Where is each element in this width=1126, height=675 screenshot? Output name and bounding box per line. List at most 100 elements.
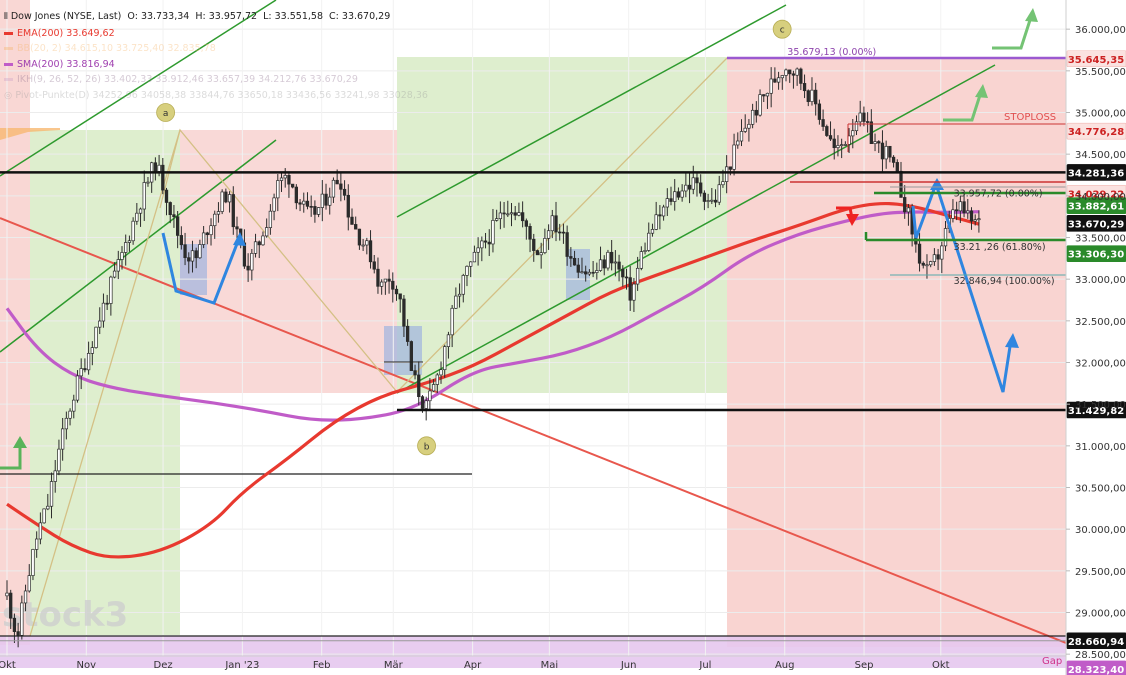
candle-body bbox=[146, 181, 150, 184]
legend-bb[interactable]: BB(20, 2) 34.615,10 33.725,40 32.835,78 bbox=[4, 41, 428, 57]
candle-body bbox=[606, 251, 610, 269]
x-tick-label: Mär bbox=[384, 660, 404, 671]
candle-body bbox=[328, 196, 332, 206]
candle-body bbox=[402, 298, 406, 327]
candle-body bbox=[142, 182, 146, 210]
candle-body bbox=[613, 261, 618, 264]
candle-body bbox=[788, 69, 792, 75]
candle-body bbox=[561, 231, 566, 234]
candle-body bbox=[135, 212, 139, 222]
candle-body bbox=[569, 256, 573, 259]
chart-legend: ⫴ Dow Jones (NYSE, Last) O: 33.733,34 H:… bbox=[4, 9, 428, 103]
candle-body bbox=[372, 261, 376, 270]
green-arrowhead-mid bbox=[975, 84, 988, 98]
price-level-label: 34.029,22 bbox=[1068, 189, 1124, 200]
ikh-swatch-icon bbox=[4, 78, 13, 81]
candle-body bbox=[936, 254, 940, 260]
candle-body bbox=[665, 198, 669, 208]
candle-body bbox=[339, 183, 343, 190]
ema-label: EMA(200) bbox=[17, 27, 64, 39]
price-level-tag[interactable] bbox=[1066, 632, 1126, 650]
candle-body bbox=[743, 127, 747, 132]
price-level-tag[interactable] bbox=[1066, 50, 1126, 68]
candle-body bbox=[673, 191, 677, 202]
candle-body bbox=[409, 341, 413, 371]
price-level-tag[interactable] bbox=[1066, 197, 1126, 214]
candle-body bbox=[843, 144, 848, 146]
arrows-layer bbox=[0, 8, 1038, 470]
candle-body bbox=[572, 257, 577, 266]
candle-body bbox=[814, 89, 818, 105]
candle-body bbox=[595, 270, 599, 273]
candle-body bbox=[554, 215, 558, 233]
pivot-label: Pivot-Punkte(D) bbox=[15, 89, 90, 101]
candle-body bbox=[951, 209, 955, 219]
blue-arrowhead-oct bbox=[1005, 333, 1019, 348]
candle-body bbox=[602, 259, 606, 269]
candle-body bbox=[862, 112, 866, 122]
candle-body bbox=[695, 177, 699, 184]
candle-body bbox=[413, 370, 417, 376]
candle-body bbox=[621, 268, 625, 278]
price-level-label: 35.645,35 bbox=[1068, 55, 1124, 66]
price-level-tag[interactable] bbox=[1066, 164, 1126, 181]
pivot-eye-icon: ◎ bbox=[4, 89, 13, 101]
red-arrowhead-sep bbox=[846, 214, 859, 226]
price-level-tag[interactable] bbox=[1066, 660, 1126, 675]
candle-body bbox=[762, 94, 766, 97]
candle-body bbox=[628, 277, 632, 301]
swing-point-marker bbox=[772, 19, 792, 39]
candle-body bbox=[398, 293, 402, 300]
legend-pivot[interactable]: ◎ Pivot-Punkte(D) 34252,96 34058,38 3384… bbox=[4, 88, 428, 104]
legend-ikh[interactable]: IKH(9, 26, 52, 26) 33.402,33 33.912,46 3… bbox=[4, 72, 428, 88]
candle-body bbox=[739, 131, 744, 142]
ikh-value: 33.402,33 33.912,46 33.657,39 34.212,76 … bbox=[104, 74, 358, 85]
ema200-line bbox=[6, 201, 980, 559]
blue-arrowhead-dec bbox=[233, 232, 246, 246]
price-level-label: 33.670,29 bbox=[1068, 219, 1124, 230]
candle-body bbox=[584, 271, 588, 275]
y-tick-label: 32.500,00 bbox=[1075, 317, 1126, 328]
candle-body bbox=[706, 200, 710, 202]
candle-body bbox=[298, 202, 302, 205]
candle-body bbox=[172, 214, 176, 218]
y-tick-label: 34.000,00 bbox=[1075, 192, 1126, 203]
candle-body bbox=[483, 240, 488, 243]
candle-body bbox=[513, 212, 517, 216]
candle-body bbox=[313, 206, 317, 215]
candle-body bbox=[854, 121, 859, 132]
candle-body bbox=[138, 208, 143, 214]
candle-body bbox=[454, 295, 458, 309]
candle-body bbox=[31, 549, 35, 576]
price-level-tag[interactable] bbox=[1066, 245, 1126, 262]
candle-body bbox=[732, 144, 736, 170]
candle-body bbox=[532, 238, 536, 251]
legend-ema[interactable]: EMA(200) 33.649,62 bbox=[4, 26, 428, 42]
candle-body bbox=[647, 232, 651, 251]
quote-open: O: 33.733,34 bbox=[127, 11, 190, 22]
label-layer: a b c 35.679,13 (0.00%) 33.957,72 (0.00%) 33.… bbox=[156, 19, 1055, 456]
candle-body bbox=[12, 617, 17, 632]
price-level-tag[interactable] bbox=[1066, 122, 1126, 140]
chart-type-icon[interactable]: ⫴ bbox=[4, 12, 8, 22]
green-arrow-left bbox=[0, 444, 22, 470]
price-level-tag[interactable] bbox=[1066, 401, 1126, 419]
candle-body bbox=[220, 191, 224, 212]
candle-body bbox=[535, 250, 540, 256]
candle-body bbox=[699, 182, 703, 194]
legend-sma[interactable]: SMA(200) 33.816,94 bbox=[4, 57, 428, 73]
candle-body bbox=[72, 399, 76, 412]
candle-body bbox=[446, 334, 451, 347]
candle-body bbox=[750, 109, 755, 125]
price-level-tag[interactable] bbox=[1066, 215, 1126, 232]
x-tick-label: Dez bbox=[154, 660, 173, 671]
candle-body bbox=[524, 220, 528, 227]
candle-body bbox=[966, 210, 970, 214]
candle-body bbox=[795, 68, 799, 76]
price-level-label: 34.776,28 bbox=[1068, 127, 1124, 138]
candle-body bbox=[23, 590, 28, 604]
candle-body bbox=[702, 192, 707, 202]
candle-body bbox=[721, 181, 725, 186]
candle-body bbox=[658, 214, 662, 217]
